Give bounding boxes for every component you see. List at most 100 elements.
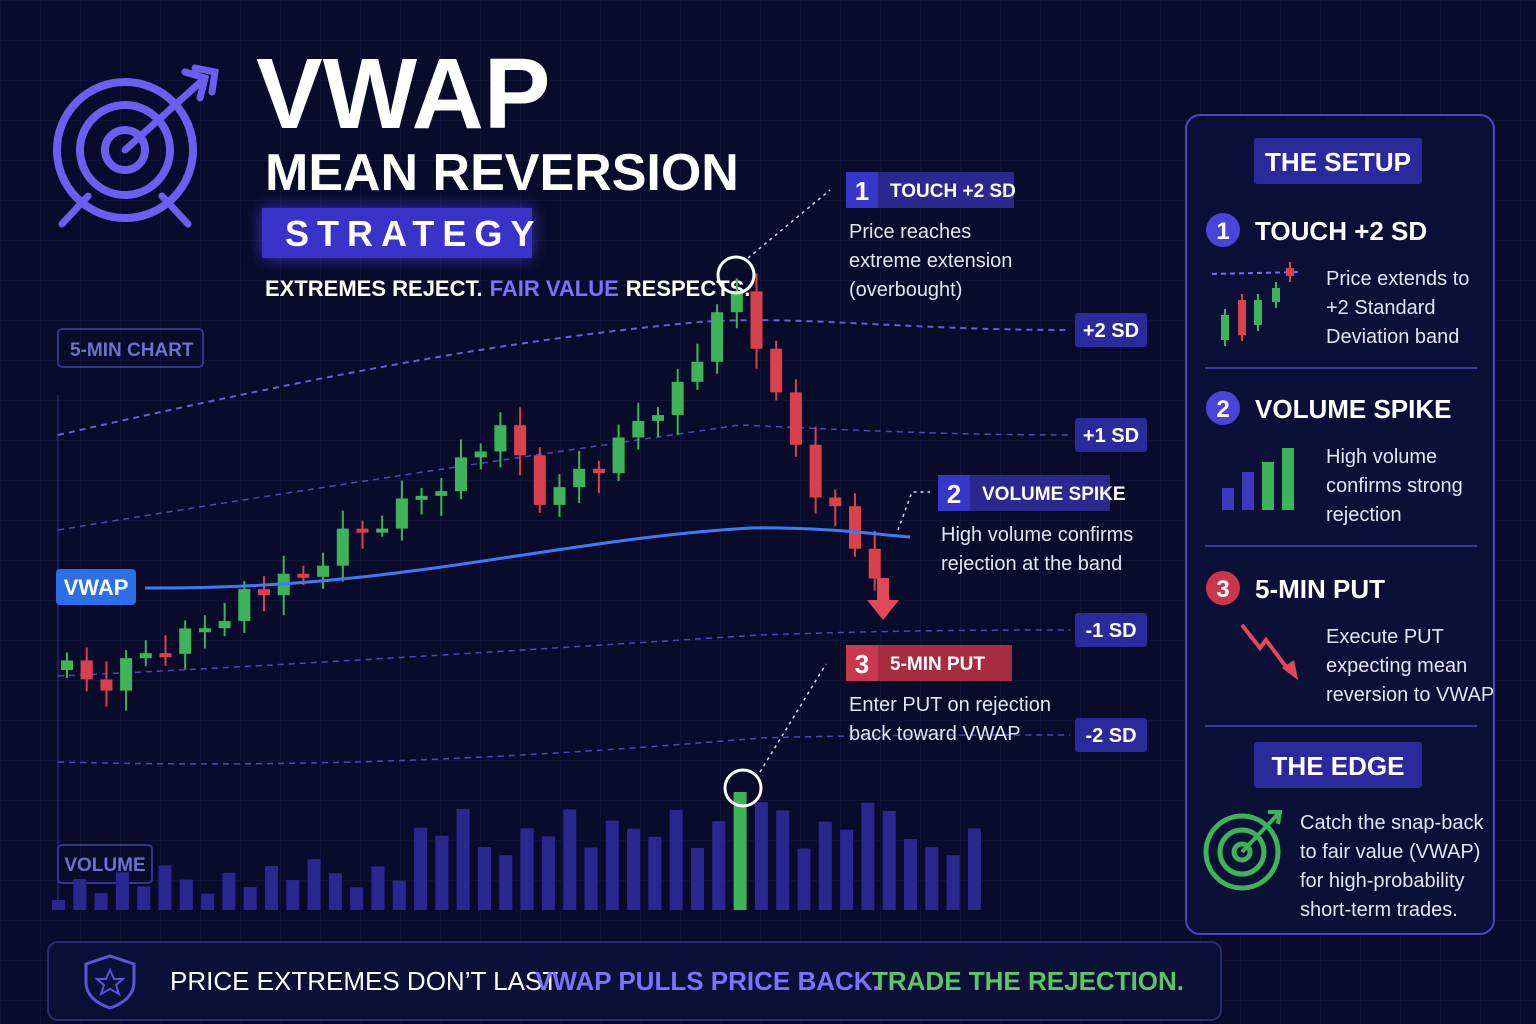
text: PRICE EXTREMES DON’T LAST. [170, 966, 563, 996]
text: for high-probability [1300, 870, 1465, 892]
candle-body [809, 444, 822, 498]
volume-bar [605, 820, 619, 910]
volume-bar [797, 848, 811, 910]
volume-bar [520, 828, 534, 910]
step-number-circle [1206, 571, 1240, 605]
mini-arrow-head [1282, 660, 1298, 680]
candle-body [139, 653, 152, 659]
edge-title-box [1254, 742, 1422, 788]
band-label-box [1075, 313, 1147, 347]
band-label-box [1075, 613, 1147, 647]
text: confirms strong [1326, 475, 1463, 497]
text: 3 [855, 649, 869, 679]
text: extreme extension [849, 250, 1012, 272]
mini-volume-bar [1222, 488, 1234, 510]
edge-ring [1217, 827, 1267, 877]
volume-bar [840, 829, 854, 910]
volume-bar [201, 893, 215, 910]
edge-arrow [1240, 810, 1283, 854]
target-ring [101, 126, 149, 174]
text: to fair value (VWAP) [1300, 841, 1480, 863]
volume-bar [925, 847, 939, 910]
volume-bar [137, 886, 151, 910]
candle-body [435, 491, 448, 496]
volume-bar [733, 792, 747, 910]
candle-body [258, 589, 270, 596]
callout-title-box [970, 475, 1110, 511]
mini-band [1211, 271, 1301, 275]
volume-bar [584, 847, 598, 910]
edge-ring [1231, 841, 1253, 863]
tagline-part: FAIR VALUE [490, 276, 619, 301]
candle-body [120, 658, 133, 691]
down-arrow [867, 578, 899, 620]
text: 1 [1216, 218, 1229, 245]
candle-body [533, 455, 546, 505]
step-number-circle [1206, 213, 1240, 247]
volume-bar [158, 865, 172, 910]
text: Enter PUT on rejection [849, 694, 1051, 716]
candle-body [632, 420, 645, 438]
text: High volume [1326, 446, 1437, 468]
volume-bar [754, 802, 768, 910]
target-icon [53, 64, 219, 228]
band-line [57, 319, 1071, 436]
volume-bar [967, 828, 981, 910]
candle-body [198, 628, 211, 633]
volume-bar [904, 839, 917, 910]
text: -1 SD [1085, 620, 1136, 642]
candle-body [376, 528, 389, 533]
text: reversion to VWAP [1326, 684, 1494, 706]
text: short-term trades. [1300, 899, 1458, 921]
volume-bar [669, 809, 683, 910]
volume-bar [73, 879, 87, 910]
volume-bar [648, 836, 662, 910]
candle-body [553, 487, 566, 505]
mini-candle [1272, 288, 1280, 302]
text: VWAP [256, 38, 550, 150]
volume-bar [435, 835, 449, 910]
candle-body [514, 425, 527, 456]
volume-bar [328, 873, 342, 910]
mini-candle [1254, 300, 1262, 325]
candle-body [711, 312, 724, 362]
candle-body [336, 528, 349, 566]
mini-candle [1286, 268, 1294, 276]
candle-body [789, 392, 802, 445]
volume-bar [818, 821, 832, 910]
candle-body [395, 498, 408, 529]
text: 1 [855, 176, 869, 206]
text: VWAP [64, 575, 129, 600]
text: VWAP PULLS PRICE BACK. [535, 966, 880, 996]
volume-bar [392, 880, 406, 910]
shield-icon [84, 954, 136, 1010]
text: back toward VWAP [849, 723, 1021, 745]
vwap-line [144, 526, 911, 590]
volume-bar [861, 802, 875, 910]
text: 5-MIN PUT [1255, 574, 1385, 604]
text: 2 [947, 479, 961, 509]
candle-body [238, 589, 251, 621]
chart-label-box [57, 328, 204, 368]
volume-bar [371, 866, 385, 910]
text: Deviation band [1326, 326, 1459, 348]
mini-down-arrow [1240, 623, 1292, 674]
tagline-part: RESPECTS. [626, 276, 751, 301]
mini-volume-bar [1242, 472, 1254, 510]
text: Execute PUT [1326, 626, 1444, 648]
callout-number-box [846, 645, 878, 681]
text: VOLUME SPIKE [982, 484, 1126, 505]
candle-body [592, 468, 605, 474]
target-arrow [121, 64, 219, 154]
band-line [57, 424, 1071, 531]
candle-body [61, 660, 73, 670]
mini-volume-bar [1282, 448, 1294, 510]
volume-bar [541, 836, 555, 910]
text: rejection at the band [941, 553, 1122, 575]
mini-volume-bar [1262, 462, 1274, 510]
candle-body [829, 497, 842, 507]
candle-body [356, 528, 369, 533]
candle-body [80, 660, 93, 680]
volume-bar [243, 886, 257, 910]
